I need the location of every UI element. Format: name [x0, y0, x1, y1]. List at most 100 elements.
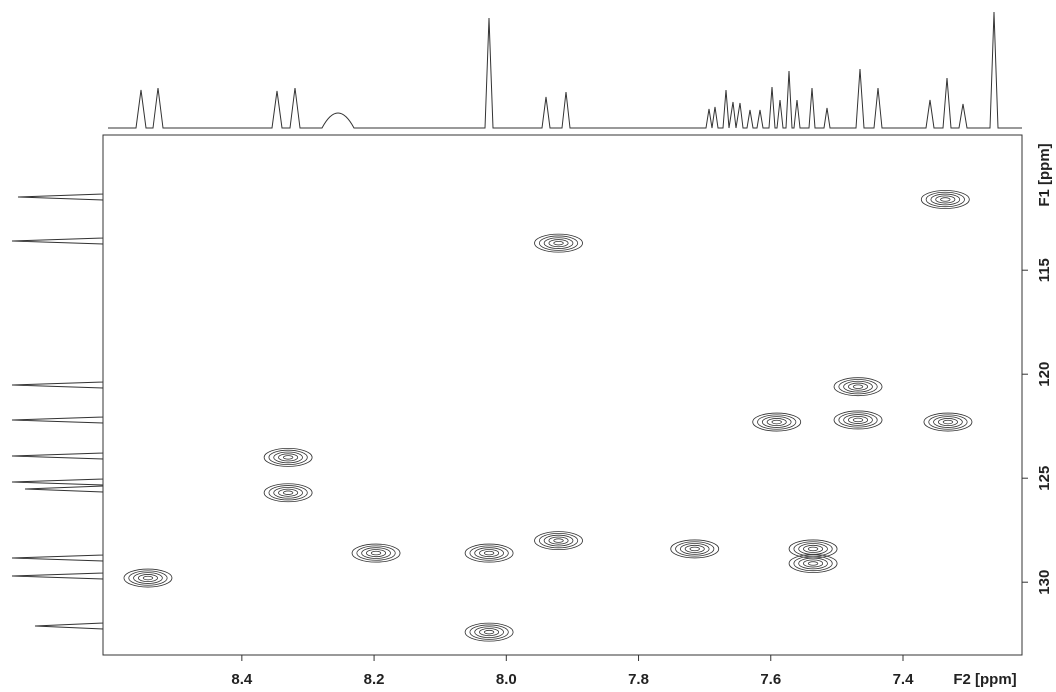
contour [766, 418, 787, 427]
contour [848, 382, 869, 391]
contour [474, 547, 504, 559]
cross-peak [263, 483, 313, 503]
contour [483, 550, 495, 556]
contour [679, 543, 710, 555]
contour [464, 622, 514, 642]
x-axis-label: F2 [ppm] [953, 671, 1016, 688]
contour [752, 412, 802, 432]
x-tick-label: 7.6 [760, 671, 781, 688]
contour [543, 534, 574, 547]
cross-peak [920, 190, 970, 209]
cross-peak [534, 233, 583, 253]
contour [553, 240, 564, 246]
contour [670, 539, 720, 559]
contour [278, 488, 299, 497]
cross-peak [464, 543, 514, 563]
contour [282, 490, 294, 495]
contour [356, 545, 396, 561]
f1-projection [11, 135, 104, 655]
contour [263, 447, 313, 467]
cross-peak [351, 543, 401, 563]
cross-peak [833, 377, 883, 397]
contour [833, 377, 883, 397]
contour [366, 549, 387, 558]
contour [538, 532, 579, 549]
contour [838, 412, 878, 428]
y-tick-label: 130 [1036, 570, 1053, 595]
contour [757, 414, 797, 430]
f2-projection [108, 11, 1022, 129]
contour [548, 536, 569, 545]
cross-peak [752, 412, 802, 432]
contour [928, 414, 968, 430]
contour [282, 455, 294, 460]
contour [940, 197, 951, 202]
contour [761, 416, 792, 428]
x-tick-label: 7.4 [893, 671, 915, 688]
plot-frame [102, 134, 1023, 656]
cross-peak [788, 539, 838, 559]
contour [479, 549, 500, 558]
contour [133, 572, 163, 584]
contour [351, 543, 401, 563]
contour [273, 486, 303, 499]
cross-peak [788, 554, 838, 573]
contour [925, 191, 965, 208]
cross-peak [464, 622, 514, 642]
contour [534, 531, 583, 550]
cross-peak [670, 539, 720, 559]
cross-peak [534, 531, 583, 550]
contour [479, 628, 500, 637]
contour [263, 483, 313, 503]
contour [930, 193, 961, 206]
contour [798, 557, 828, 570]
x-tick-label: 8.4 [231, 671, 253, 688]
contour [370, 550, 382, 556]
contour [942, 419, 954, 425]
contour [464, 543, 514, 563]
contour [852, 417, 864, 423]
contour [843, 380, 873, 393]
contour [675, 541, 715, 557]
contour [788, 554, 838, 573]
contour [771, 419, 782, 425]
contour [123, 568, 173, 588]
x-tick-label: 7.8 [628, 671, 649, 688]
contour [807, 546, 819, 552]
contour [920, 190, 970, 209]
contour [548, 239, 569, 248]
contour [807, 561, 819, 566]
contour [534, 233, 583, 253]
contour [142, 575, 154, 581]
contour [553, 538, 564, 543]
contour [278, 453, 299, 462]
y-tick-label: 115 [1036, 258, 1053, 282]
x-tick-label: 8.2 [364, 671, 385, 688]
contour [268, 449, 308, 465]
cross-peak [923, 412, 973, 432]
contour [803, 559, 824, 568]
contour [838, 379, 878, 395]
contour [137, 574, 158, 583]
contour [793, 555, 833, 572]
x-tick-label: 8.0 [496, 671, 517, 688]
contour [474, 626, 504, 638]
cross-peak [263, 447, 313, 467]
y-tick-label: 120 [1036, 362, 1053, 387]
contour [843, 414, 873, 426]
contour [543, 237, 574, 249]
y-tick-label: 125 [1036, 466, 1053, 491]
contour [538, 235, 579, 251]
cross-peak [833, 410, 883, 430]
contour [923, 412, 973, 432]
contour [852, 384, 864, 389]
cross-peak [123, 568, 173, 588]
contour [935, 195, 956, 204]
contour [469, 545, 509, 561]
contour [273, 451, 303, 464]
contour [268, 485, 308, 501]
contour [933, 416, 963, 428]
contour [469, 624, 509, 640]
contour [848, 415, 869, 424]
